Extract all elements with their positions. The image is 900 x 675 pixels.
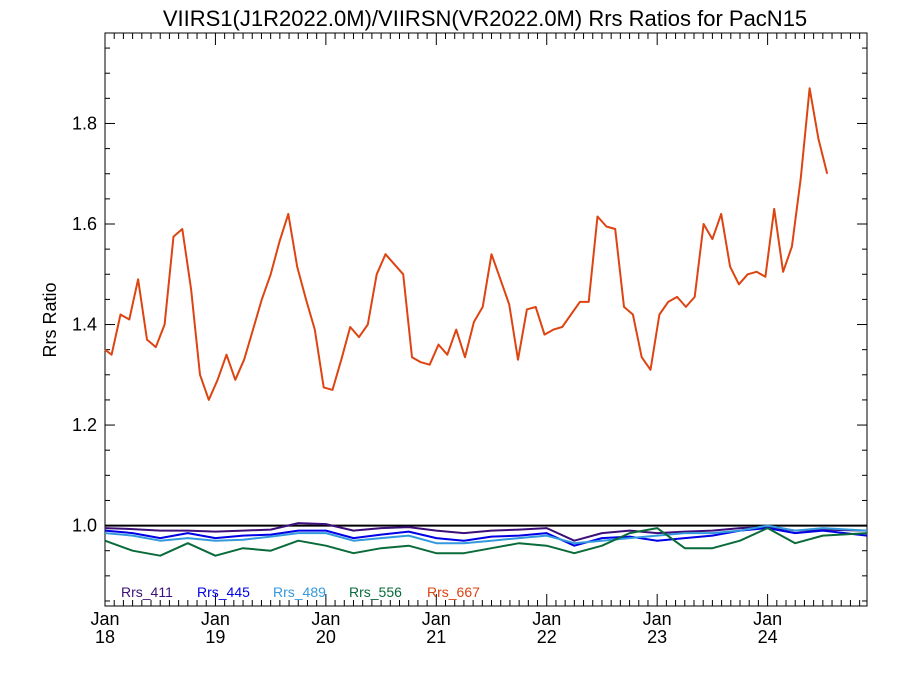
legend-entry-rrs-667: Rrs_667 [427,584,480,600]
y-tick-label: 1.2 [72,415,97,435]
chart-title: VIIRS1(J1R2022.0M)/VIIRSN(VR2022.0M) Rrs… [163,6,807,31]
x-tick-label-month: Jan [201,609,230,629]
x-tick-label-year: 23 [647,627,667,647]
legend-entry-rrs-556: Rrs_556 [349,584,402,600]
y-axis-label: Rrs Ratio [40,282,60,357]
x-tick-label-month: Jan [311,609,340,629]
x-tick-label-month: Jan [643,609,672,629]
x-tick-label-month: Jan [422,609,451,629]
x-tick-label-month: Jan [532,609,561,629]
series-line-rrs-556 [104,527,868,557]
legend-entry-rrs-489: Rrs_489 [273,584,326,600]
y-tick-label: 1.6 [72,214,97,234]
y-tick-label: 1.0 [72,516,97,536]
x-tick-label-year: 24 [758,627,778,647]
y-axis: 1.0 1.2 1.4 1.6 1.8 [72,47,867,602]
x-tick-label-year: 20 [316,627,336,647]
x-tick-label-month: Jan [90,609,119,629]
x-tick-label-month: Jan [753,609,782,629]
series-line-rrs-411 [104,522,868,542]
legend-entry-rrs-411: Rrs_411 [121,584,173,600]
series-line-rrs-667 [104,87,829,401]
series-line-rrs-489 [104,524,868,545]
series-line-rrs-445 [104,527,868,547]
y-tick-label: 1.4 [72,315,97,335]
legend-entry-rrs-445: Rrs_445 [197,584,250,600]
x-tick-label-year: 18 [95,627,115,647]
x-tick-label-year: 21 [426,627,446,647]
x-tick-label-year: 19 [205,627,225,647]
series-lines [104,87,868,557]
plot-frame [104,32,868,607]
y-tick-label: 1.8 [72,113,97,133]
legend: Rrs_411 Rrs_445 Rrs_489 Rrs_556 Rrs_667 [121,584,480,600]
x-tick-label-year: 22 [537,627,557,647]
